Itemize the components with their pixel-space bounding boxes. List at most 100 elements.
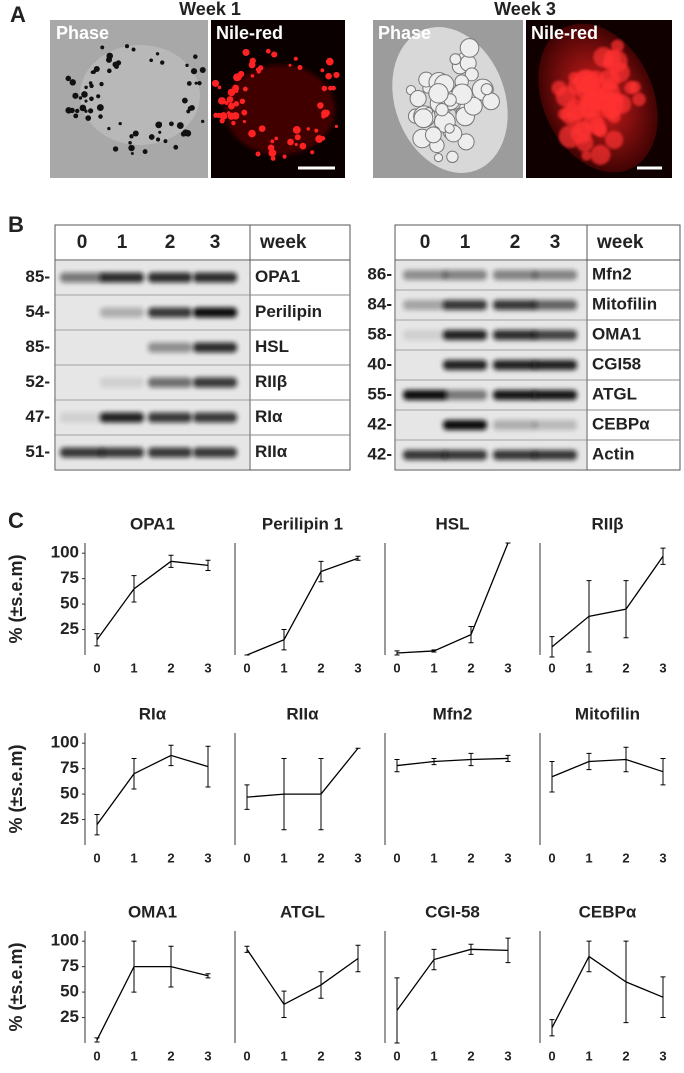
image-title: Week 1: [179, 0, 241, 19]
error-bar: [623, 746, 629, 773]
droplet: [149, 58, 154, 63]
x-tick-label: 2: [167, 660, 174, 675]
droplet: [274, 136, 279, 141]
x-tick-label: 2: [167, 1048, 174, 1063]
droplet: [241, 109, 248, 116]
band: [533, 360, 577, 370]
image-label: Nile-red: [216, 23, 283, 43]
droplet: [255, 67, 260, 72]
lane-label: 2: [165, 232, 176, 253]
droplet: [409, 90, 427, 108]
band: [443, 390, 487, 400]
droplet: [89, 96, 94, 102]
error-bar: [244, 784, 250, 810]
x-tick-label: 2: [622, 850, 629, 865]
error-bar: [131, 940, 137, 993]
droplet: [288, 63, 292, 67]
chart-title: Mitofilin: [575, 704, 640, 723]
droplet: [325, 57, 334, 66]
chart-title: CGI-58: [425, 902, 480, 921]
x-tick-label: 3: [504, 660, 511, 675]
band: [193, 412, 237, 423]
molecular-weight: 85-: [25, 267, 50, 286]
band: [533, 450, 577, 460]
droplet: [424, 126, 442, 144]
droplet: [190, 68, 198, 75]
band: [533, 270, 577, 280]
band: [193, 342, 237, 353]
droplet: [242, 119, 247, 124]
droplet: [287, 138, 294, 146]
droplet: [628, 80, 641, 94]
x-tick-label: 1: [585, 1048, 592, 1063]
droplet: [570, 122, 593, 144]
protein-label: RIα: [255, 407, 283, 426]
droplet: [600, 82, 620, 102]
droplet: [186, 81, 192, 86]
droplet: [231, 120, 236, 126]
y-tick-label: 50: [60, 982, 79, 1001]
droplet: [107, 126, 111, 131]
protein-label: Mitofilin: [592, 294, 657, 313]
droplet: [85, 115, 92, 121]
droplet: [65, 107, 72, 114]
droplet: [321, 109, 330, 118]
band: [148, 412, 192, 423]
droplet: [75, 108, 80, 114]
molecular-weight: 42-: [367, 444, 392, 463]
error-bar: [318, 971, 324, 999]
droplet: [185, 63, 189, 67]
chart-title: Mfn2: [433, 704, 473, 723]
band: [493, 420, 537, 430]
droplet: [96, 104, 104, 111]
x-tick-label: 3: [354, 850, 361, 865]
droplet: [79, 104, 87, 112]
droplet: [255, 151, 261, 157]
error-bar: [586, 940, 592, 973]
protein-label: CEBPα: [592, 414, 650, 433]
y-tick-label: 25: [60, 619, 79, 638]
chart-title: RIα: [139, 704, 167, 723]
droplet: [268, 149, 277, 157]
x-tick-label: 3: [504, 850, 511, 865]
chart-title: CEBPα: [579, 902, 637, 921]
error-bar: [431, 649, 437, 653]
droplet: [218, 97, 226, 105]
droplet: [331, 85, 336, 91]
droplet: [325, 72, 332, 80]
image-label: Phase: [378, 23, 431, 43]
data-line: [551, 555, 664, 648]
error-bar: [394, 977, 400, 1044]
droplet: [233, 101, 240, 107]
y-tick-label: 50: [60, 594, 79, 613]
droplet: [201, 119, 205, 124]
error-bar: [660, 976, 666, 1019]
protein-label: OPA1: [255, 267, 300, 286]
molecular-weight: 84-: [367, 294, 392, 313]
error-bar: [549, 636, 555, 658]
error-bar: [431, 757, 437, 766]
band: [443, 330, 487, 340]
band: [148, 447, 192, 458]
x-tick-label: 3: [354, 660, 361, 675]
droplet: [314, 128, 319, 133]
molecular-weight: 40-: [367, 354, 392, 373]
droplet: [107, 68, 112, 74]
y-tick-label: 100: [51, 733, 79, 752]
droplet: [270, 156, 276, 161]
error-bar: [94, 813, 100, 836]
droplet: [294, 142, 298, 147]
droplet: [482, 92, 500, 111]
droplet: [310, 150, 315, 155]
band: [148, 377, 192, 388]
molecular-weight: 55-: [367, 384, 392, 403]
droplet: [464, 67, 479, 82]
droplet: [148, 134, 155, 140]
error-bar: [94, 1037, 100, 1043]
band: [148, 342, 192, 353]
x-tick-label: 1: [130, 850, 137, 865]
band: [60, 412, 104, 423]
molecular-weight: 58-: [367, 324, 392, 343]
droplet: [181, 97, 188, 104]
